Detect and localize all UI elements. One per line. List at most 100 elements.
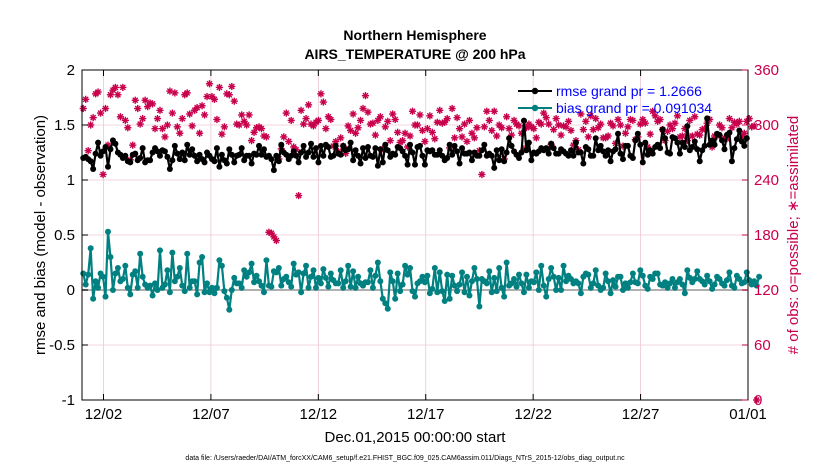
- obs-assimilated-point: [230, 97, 238, 105]
- obs-assimilated-point: [480, 123, 488, 131]
- bias-point: [290, 260, 297, 267]
- rmse-point: [508, 142, 515, 149]
- asterisk-stroke: [506, 125, 513, 132]
- obs-assimilated-point: [656, 115, 664, 124]
- obs-assimilated-point: [210, 95, 219, 103]
- bias-point: [461, 289, 468, 296]
- bias-point: [308, 273, 315, 280]
- rmse-point: [132, 150, 139, 157]
- bias-point: [671, 284, 678, 291]
- bias-point: [87, 245, 94, 252]
- bias-point: [731, 284, 738, 291]
- bias-point: [419, 273, 426, 280]
- bias-point: [186, 284, 193, 291]
- bias-point: [191, 278, 198, 285]
- rmse-point: [372, 145, 379, 152]
- asterisk-stroke: [218, 131, 225, 138]
- asterisk-stroke: [728, 124, 735, 131]
- bias-point: [412, 293, 418, 300]
- asterisk-stroke: [587, 112, 594, 119]
- asterisk-stroke: [166, 88, 173, 95]
- bias-point: [585, 271, 592, 278]
- rmse-point: [491, 164, 498, 171]
- rmse-point: [659, 126, 666, 133]
- asterisk-stroke: [553, 115, 560, 122]
- rmse-point: [360, 145, 367, 152]
- obs-assimilated-point: [478, 170, 486, 179]
- asterisk-stroke: [134, 105, 141, 112]
- obs-assimilated-point: [262, 133, 271, 141]
- asterisk-stroke: [382, 123, 389, 130]
- obs-assimilated-point: [401, 129, 409, 137]
- bias-point: [112, 270, 119, 277]
- chart-title: Northern Hemisphere: [343, 27, 486, 43]
- rmse-point: [149, 149, 156, 156]
- obs-assimilated-point: [250, 128, 258, 136]
- obs-assimilated-point: [468, 129, 476, 137]
- asterisk-stroke: [540, 110, 547, 117]
- rmse-point: [719, 137, 725, 144]
- bias-point: [548, 265, 555, 271]
- rmse-point: [416, 142, 423, 149]
- asterisk-stroke: [236, 121, 243, 129]
- rmse-point: [691, 138, 698, 145]
- obs-assimilated-point: [488, 126, 496, 135]
- obs-assimilated-point: [178, 114, 186, 123]
- obs-assimilated-point: [198, 102, 206, 110]
- asterisk-stroke: [221, 123, 228, 130]
- bias-point: [102, 293, 109, 300]
- obs-assimilated-point: [304, 101, 313, 109]
- asterisk-stroke: [530, 125, 537, 132]
- obs-assimilated-point: [542, 114, 550, 122]
- obs-assimilated-point: [188, 122, 196, 130]
- asterisk-stroke: [377, 113, 384, 120]
- bias-point: [723, 277, 730, 284]
- rmse-point: [642, 139, 649, 146]
- bias-point: [617, 273, 624, 280]
- rmse-point: [300, 142, 307, 149]
- bias-point: [268, 283, 275, 290]
- bias-point: [132, 268, 139, 275]
- bias-point: [161, 281, 168, 288]
- asterisk-stroke: [637, 121, 644, 128]
- rmse-point: [147, 157, 154, 164]
- obs-assimilated-point: [322, 125, 330, 133]
- bias-point: [127, 291, 134, 298]
- obs-assimilated-point: [287, 116, 295, 125]
- asterisk-stroke: [199, 102, 206, 109]
- bias-point: [85, 271, 92, 278]
- obs-assimilated-point: [483, 107, 491, 115]
- bias-point: [449, 272, 456, 279]
- legend-rmse-label: rmse grand pr = 1.2666: [556, 83, 702, 99]
- rmse-point: [565, 152, 572, 159]
- obs-assimilated-point: [436, 106, 444, 114]
- x-tick-label: 12/17: [407, 406, 445, 423]
- asterisk-stroke: [669, 125, 676, 132]
- rmse-point: [273, 152, 280, 159]
- rmse-point: [456, 160, 463, 167]
- bias-point: [501, 293, 508, 300]
- obs-assimilated-point: [84, 147, 92, 155]
- obs-assimilated-point: [686, 116, 694, 125]
- bias-point: [372, 272, 379, 279]
- y-axis-label: rmse and bias (model - observation): [32, 115, 49, 355]
- rmse-point: [330, 152, 337, 159]
- bias-point: [384, 305, 391, 312]
- asterisk-stroke: [456, 125, 463, 132]
- rmse-point: [184, 141, 191, 148]
- rmse-point: [605, 147, 612, 154]
- rmse-point: [248, 160, 255, 167]
- rmse-point: [412, 161, 418, 168]
- bias-point: [483, 280, 490, 287]
- rmse-point: [228, 151, 235, 158]
- bias-point: [471, 265, 478, 271]
- rmse-point: [466, 149, 473, 156]
- rmse-point: [662, 135, 669, 142]
- asterisk-stroke: [617, 121, 624, 129]
- rmse-point: [312, 145, 319, 152]
- obs-assimilated-point: [161, 133, 169, 141]
- bias-point: [236, 280, 243, 287]
- obs-assimilated-point: [309, 122, 318, 130]
- bias-point: [709, 285, 716, 292]
- bias-point: [624, 284, 631, 291]
